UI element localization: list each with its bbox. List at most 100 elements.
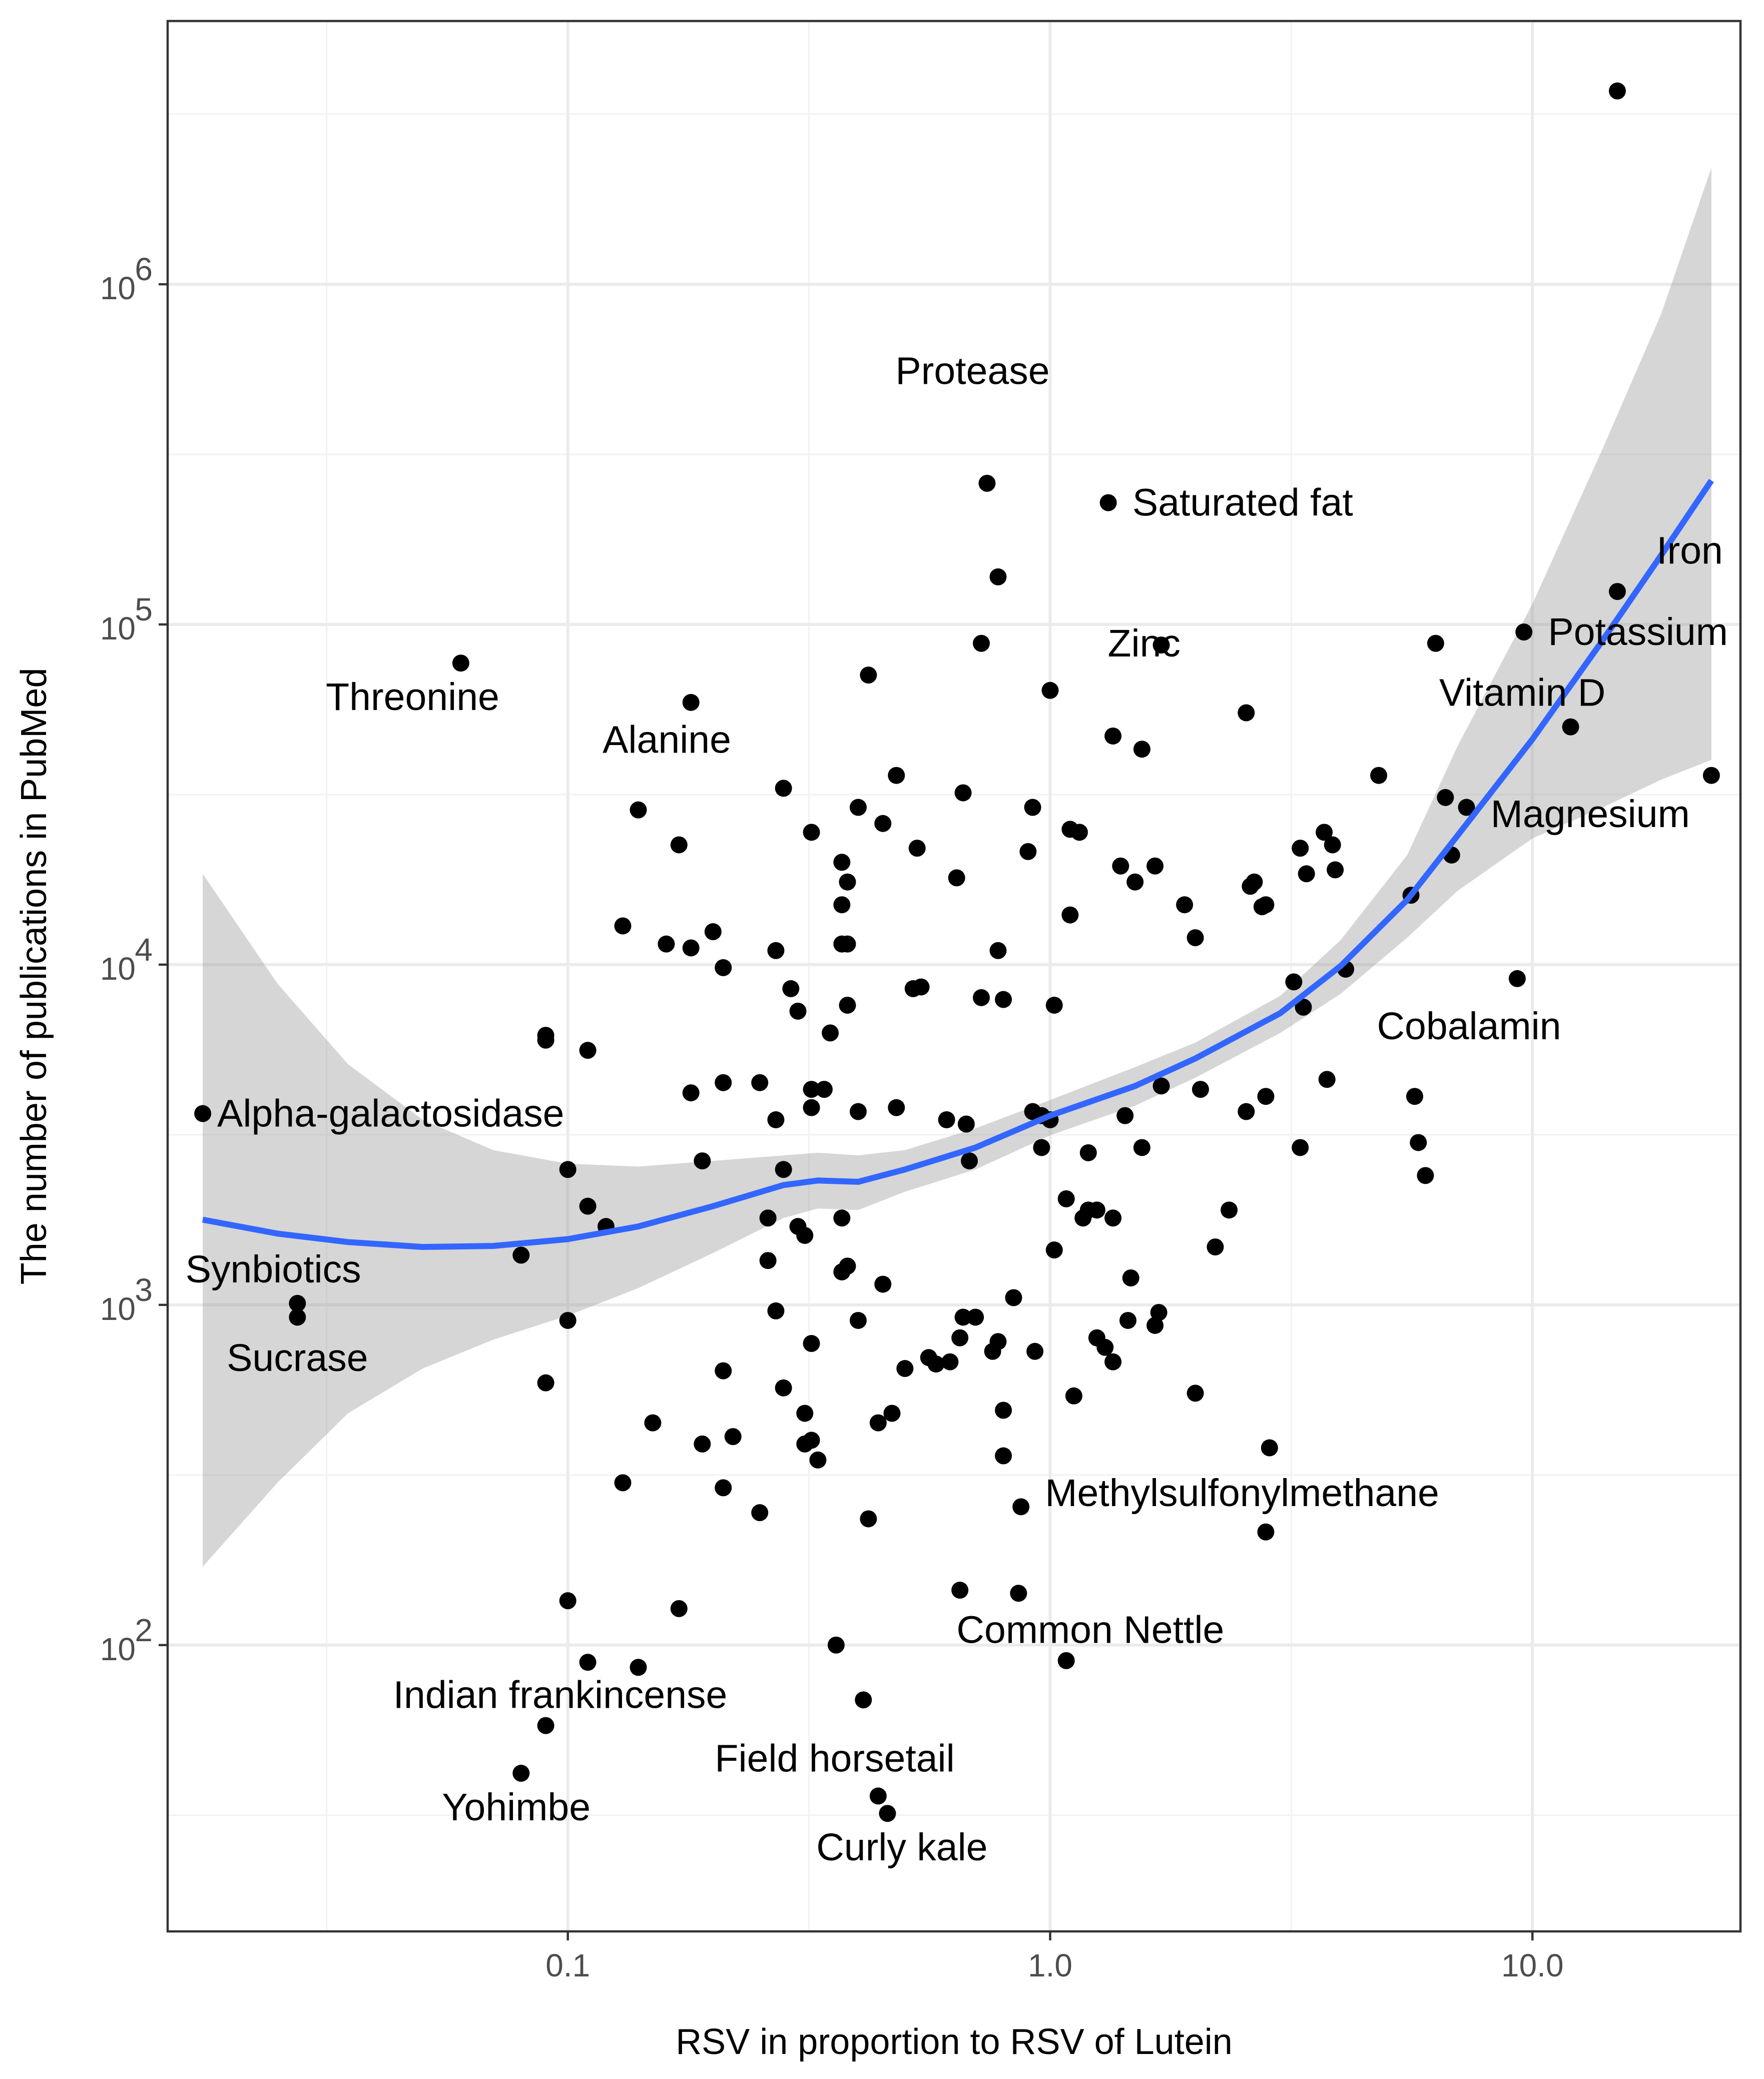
data-point-labeled [978, 474, 996, 492]
y-tick-label: 102 [100, 1612, 153, 1667]
data-point [874, 815, 892, 832]
data-point [630, 1659, 647, 1676]
data-point [1187, 1384, 1204, 1402]
data-point [833, 854, 851, 871]
point-label: Field horsetail [715, 1737, 954, 1780]
data-point [751, 1504, 769, 1522]
data-point [938, 1111, 955, 1128]
data-point [1061, 906, 1079, 924]
data-point [951, 1582, 969, 1599]
data-point [803, 824, 820, 841]
data-point [704, 923, 722, 941]
data-point [1298, 865, 1315, 883]
data-point [1024, 799, 1041, 816]
data-point [888, 767, 905, 784]
data-point [694, 1435, 711, 1453]
data-point [796, 1405, 814, 1422]
data-point [537, 1374, 554, 1392]
y-tick-exponent: 2 [135, 1612, 153, 1648]
y-tick-exponent: 3 [135, 1272, 153, 1308]
point-label: Curly kale [816, 1826, 987, 1869]
data-point [630, 801, 647, 819]
data-point [1257, 1523, 1275, 1541]
data-points [194, 82, 1720, 1822]
smooth-trend-line [202, 478, 1714, 1250]
data-point [989, 1333, 1007, 1350]
y-tick-label: 104 [100, 932, 153, 987]
data-point [833, 1263, 851, 1280]
y-axis-title: The number of publications in PubMed [14, 668, 54, 1285]
data-point [1133, 741, 1150, 758]
data-point-labeled [1427, 634, 1444, 652]
data-point [1074, 1209, 1092, 1227]
data-point [1133, 1139, 1150, 1156]
data-point [1026, 1342, 1044, 1360]
data-point [803, 1432, 820, 1449]
data-point [1104, 1209, 1122, 1227]
y-tick-base: 10 [100, 1291, 136, 1327]
data-point [1005, 1289, 1022, 1306]
data-point-labeled [1608, 82, 1626, 100]
point-label: Potassium [1548, 610, 1727, 653]
point-label: Cobalamin [1377, 1005, 1561, 1048]
data-point [995, 1447, 1012, 1465]
data-point [995, 991, 1012, 1008]
data-point [1119, 1311, 1136, 1329]
data-point [789, 1002, 807, 1020]
data-point-labeled [1099, 494, 1117, 511]
data-point [1116, 1107, 1134, 1124]
data-point [559, 1311, 576, 1329]
data-point [559, 1592, 576, 1610]
point-label: Indian frankincense [393, 1673, 728, 1716]
data-point [670, 836, 688, 854]
y-tick-label: 106 [100, 251, 153, 306]
data-point [822, 1024, 839, 1042]
data-point [1057, 1190, 1075, 1207]
data-point [849, 799, 867, 816]
data-point [1041, 681, 1059, 699]
point-label: Yohimbe [442, 1786, 591, 1829]
x-axis: 0.1 1.0 10.0 [545, 1931, 1564, 1983]
data-point [1176, 896, 1194, 914]
data-point [1370, 767, 1388, 784]
data-point-labeled [1608, 583, 1626, 600]
data-point-labeled [879, 1805, 896, 1822]
data-point [579, 1197, 597, 1215]
data-point [972, 634, 990, 652]
data-point [839, 935, 856, 953]
data-point [1292, 1139, 1309, 1156]
data-point [809, 1451, 827, 1469]
data-point [1192, 1081, 1209, 1098]
data-point [1257, 1088, 1275, 1105]
data-point [849, 1311, 867, 1329]
data-point [559, 1161, 576, 1178]
data-point [1238, 704, 1255, 722]
data-point [751, 1074, 769, 1091]
data-point [1146, 857, 1164, 875]
data-point [1096, 1338, 1114, 1356]
point-label: Protease [895, 350, 1049, 393]
x-tick-label: 10.0 [1501, 1947, 1564, 1983]
data-point-labeled [1515, 623, 1533, 641]
data-point [1104, 727, 1122, 745]
data-point [1292, 840, 1309, 857]
data-point [614, 917, 632, 935]
data-point [957, 1115, 975, 1133]
data-point-labeled [989, 568, 1007, 585]
data-point [927, 1355, 945, 1373]
data-point [715, 1362, 732, 1379]
data-point [1187, 929, 1204, 947]
data-point [579, 1654, 597, 1671]
data-point [724, 1428, 742, 1446]
data-point [1437, 789, 1454, 806]
data-point [715, 1479, 732, 1497]
data-point [775, 1379, 792, 1397]
data-point [849, 1103, 867, 1120]
data-point [1152, 1077, 1170, 1095]
point-label: Threonine [326, 675, 499, 719]
data-point [908, 840, 926, 857]
point-label: Synbiotics [186, 1248, 361, 1291]
data-point [860, 666, 877, 684]
data-point [989, 942, 1007, 959]
